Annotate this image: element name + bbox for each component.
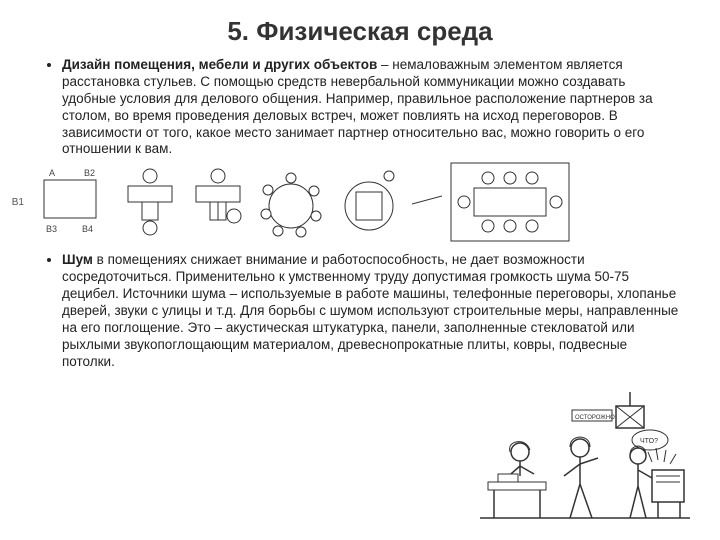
noise-illustration: ОСТОРОЖНО ЧТО? — [480, 392, 690, 522]
slide-container: 5. Физическая среда Дизайн помещения, ме… — [0, 0, 720, 540]
bullet-noise-rest: в помещениях снижает внимание и работосп… — [62, 252, 678, 368]
diagram-round-square — [334, 166, 404, 242]
bullet-noise: Шум в помещениях снижает внимание и рабо… — [62, 252, 680, 370]
label-b4: B4 — [82, 224, 93, 234]
label-caution: ОСТОРОЖНО — [575, 415, 615, 421]
seating-diagrams-row: B1 A B2 B3 B4 — [10, 162, 680, 242]
connector-line — [412, 166, 442, 242]
bullet-list: Дизайн помещения, мебели и других объект… — [40, 57, 680, 158]
diagram-rect-meeting — [450, 162, 570, 242]
label-b1: B1 — [10, 197, 24, 208]
diagram-square-table: A B2 B3 B4 — [32, 166, 112, 242]
label-a: A — [49, 168, 55, 178]
label-what: ЧТО? — [640, 438, 658, 445]
bullet-design-lead: Дизайн помещения, мебели и других объект… — [62, 57, 377, 72]
label-b3: B3 — [46, 224, 57, 234]
label-b2: B2 — [84, 168, 95, 178]
bullet-list-2: Шум в помещениях снижает внимание и рабо… — [40, 252, 680, 370]
bullet-design: Дизайн помещения, мебели и других объект… — [62, 57, 680, 158]
bullet-noise-lead: Шум — [62, 252, 93, 267]
slide-title: 5. Физическая среда — [40, 16, 680, 47]
diagram-t-table-1 — [120, 166, 180, 242]
diagram-t-table-2 — [188, 166, 248, 242]
diagram-round-table-1 — [256, 166, 326, 242]
